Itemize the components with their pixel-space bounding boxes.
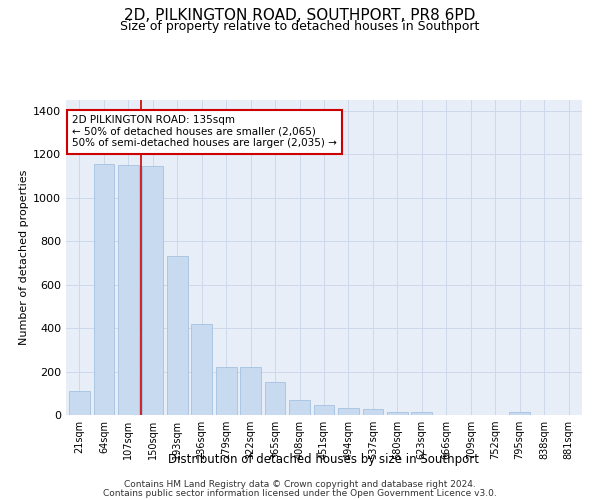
Bar bbox=[118, 165, 139, 415]
Text: Distribution of detached houses by size in Southport: Distribution of detached houses by size … bbox=[169, 452, 479, 466]
Text: 2D PILKINGTON ROAD: 135sqm
← 50% of detached houses are smaller (2,065)
50% of s: 2D PILKINGTON ROAD: 135sqm ← 50% of deta… bbox=[72, 115, 337, 148]
Text: 2D, PILKINGTON ROAD, SOUTHPORT, PR8 6PD: 2D, PILKINGTON ROAD, SOUTHPORT, PR8 6PD bbox=[124, 8, 476, 22]
Bar bbox=[94, 164, 114, 415]
Bar bbox=[69, 391, 90, 415]
Text: Contains public sector information licensed under the Open Government Licence v3: Contains public sector information licen… bbox=[103, 489, 497, 498]
Bar bbox=[191, 324, 212, 415]
Bar bbox=[387, 412, 408, 415]
Text: Size of property relative to detached houses in Southport: Size of property relative to detached ho… bbox=[121, 20, 479, 33]
Bar bbox=[338, 408, 359, 415]
Text: Contains HM Land Registry data © Crown copyright and database right 2024.: Contains HM Land Registry data © Crown c… bbox=[124, 480, 476, 489]
Bar bbox=[265, 382, 286, 415]
Bar bbox=[240, 367, 261, 415]
Bar bbox=[314, 404, 334, 415]
Bar bbox=[289, 400, 310, 415]
Y-axis label: Number of detached properties: Number of detached properties bbox=[19, 170, 29, 345]
Bar bbox=[362, 409, 383, 415]
Bar bbox=[167, 256, 188, 415]
Bar bbox=[412, 412, 432, 415]
Bar bbox=[142, 166, 163, 415]
Bar bbox=[216, 367, 236, 415]
Bar bbox=[509, 412, 530, 415]
